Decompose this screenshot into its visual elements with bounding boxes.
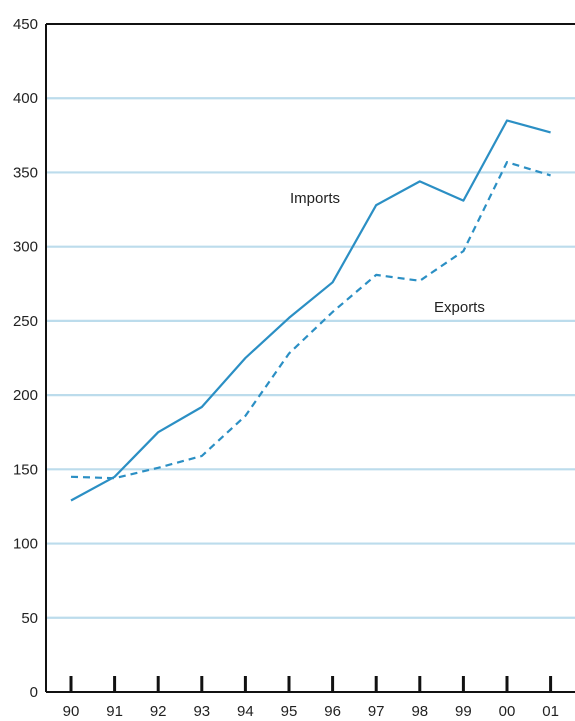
gridlines [46,23,575,619]
axes [45,24,575,693]
imports-line [70,119,551,502]
x-tick-label: 90 [63,703,80,720]
series-lines [70,119,551,502]
x-tick-label: 98 [411,703,428,720]
x-tick-label: 91 [106,703,123,720]
x-tick-label: 97 [368,703,385,720]
x-tick-label: 99 [455,703,472,720]
x-tick-label: 94 [237,703,254,720]
x-tick-label: 00 [499,703,516,720]
y-tick-label: 250 [13,313,38,330]
imports-series-label: Imports [290,190,340,207]
y-tick-label: 300 [13,239,38,256]
y-tick-label: 350 [13,164,38,181]
x-tick-label: 92 [150,703,167,720]
y-tick-labels: 0 50 100 150 200 250 300 350 400 450 [13,16,38,701]
x-tick-label: 01 [542,703,559,720]
y-tick-label: 50 [21,610,38,627]
y-tick-label: 150 [13,461,38,478]
series-labels: Imports Exports [290,190,485,316]
x-tick-label: 96 [324,703,341,720]
x-tick-label: 93 [193,703,210,720]
y-tick-label: 0 [30,684,38,701]
x-ticks: 90 91 92 93 94 95 96 97 98 99 00 01 [63,676,559,720]
y-tick-label: 200 [13,387,38,404]
x-tick-label: 95 [281,703,298,720]
y-tick-label: 400 [13,90,38,107]
y-tick-label: 100 [13,536,38,553]
exports-series-label: Exports [434,299,485,316]
y-tick-label: 450 [13,16,38,33]
